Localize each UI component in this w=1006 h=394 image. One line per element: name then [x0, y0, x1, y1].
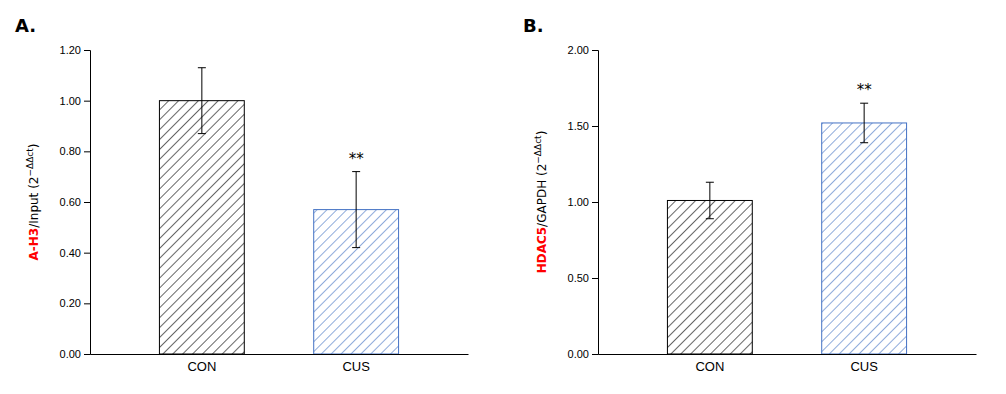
error-line — [864, 103, 865, 143]
tick: 0.40 — [60, 247, 90, 259]
marks — [159, 68, 398, 354]
bar — [822, 123, 907, 354]
tick-mark — [592, 354, 598, 355]
tick-mark — [592, 202, 598, 203]
chart: 0.00 0.20 0.40 0.60 0.80 1.00 1.20 CON CUS ** A-H3… — [0, 0, 1006, 394]
error-cap — [352, 171, 360, 172]
tick-mark — [84, 101, 90, 102]
x-axis: CON CUS — [91, 355, 469, 375]
tick-label: 0.20 — [60, 297, 81, 309]
panel-label: B. — [523, 15, 544, 36]
tick: 0.50 — [568, 272, 598, 284]
error-bar — [860, 103, 868, 143]
tick-mark — [84, 50, 90, 51]
tick-label: 1.50 — [568, 120, 589, 132]
y-axis: 0.00 0.20 0.40 0.60 0.80 1.00 1.20 — [60, 44, 91, 360]
significance: ** — [857, 81, 873, 99]
error-line — [201, 68, 202, 134]
y-axis-label: A-H3/Input (2−ΔΔct) — [25, 144, 41, 261]
tick: CUS — [342, 359, 370, 374]
tick-label: 1.00 — [568, 196, 589, 208]
marks — [667, 103, 906, 354]
error-cap — [706, 218, 714, 219]
tick: 1.20 — [60, 44, 90, 56]
tick-label: 0.60 — [60, 196, 81, 208]
tick-label: 0.50 — [568, 272, 589, 284]
error-cap — [860, 103, 868, 104]
error-bar — [198, 68, 206, 134]
error-cap — [860, 142, 868, 143]
error-bar — [352, 172, 360, 248]
tick: 2.00 — [568, 44, 598, 56]
bar — [667, 200, 752, 354]
tick-label: 0.40 — [60, 247, 81, 259]
tick-mark — [592, 126, 598, 127]
tick-mark — [84, 151, 90, 152]
tick-mark — [84, 253, 90, 254]
x-axis: CON CUS — [599, 355, 977, 375]
panel: 0.00 0.20 0.40 0.60 0.80 1.00 1.20 CON CUS ** A-H3… — [25, 44, 469, 374]
axis-line — [592, 51, 599, 355]
panel: 0.00 0.50 1.00 1.50 2.00 CON CUS ** HDAC5/GAPDH … — [533, 44, 977, 374]
axis-line — [599, 354, 977, 355]
error-cap — [706, 182, 714, 183]
tick-label: 1.00 — [60, 95, 81, 107]
tick-label: 2.00 — [568, 44, 589, 56]
tick-label: 0.00 — [60, 348, 81, 360]
tick: 1.00 — [568, 196, 598, 208]
tick: 0.60 — [60, 196, 90, 208]
tick-label: 0.00 — [568, 348, 589, 360]
tick-label: CON — [187, 359, 216, 374]
tick-label: CON — [695, 359, 724, 374]
error-line — [709, 182, 710, 218]
tick-mark — [84, 354, 90, 355]
tick-mark — [592, 278, 598, 279]
tick-label: CUS — [850, 359, 878, 374]
axis-line — [84, 51, 91, 355]
tick-mark — [84, 303, 90, 304]
tick: 0.20 — [60, 297, 90, 309]
tick-label: 0.80 — [60, 145, 81, 157]
y-axis-label: HDAC5/GAPDH (2−ΔΔct) — [533, 131, 549, 274]
tick-mark — [592, 50, 598, 51]
bar — [159, 101, 244, 354]
axis-line — [91, 354, 469, 355]
panel-label: A. — [15, 15, 36, 36]
tick-label: CUS — [342, 359, 370, 374]
tick: CON — [187, 359, 216, 374]
tick: 1.00 — [60, 95, 90, 107]
error-cap — [352, 247, 360, 248]
error-bar — [706, 182, 714, 218]
significance: ** — [349, 150, 365, 168]
tick: CON — [695, 359, 724, 374]
error-line — [356, 172, 357, 248]
tick: CUS — [850, 359, 878, 374]
tick: 1.50 — [568, 120, 598, 132]
tick-label: 1.20 — [60, 44, 81, 56]
error-cap — [198, 67, 206, 68]
y-axis: 0.00 0.50 1.00 1.50 2.00 — [568, 44, 599, 360]
tick: 0.00 — [60, 348, 90, 360]
tick: 0.00 — [568, 348, 598, 360]
tick: 0.80 — [60, 145, 90, 157]
tick-mark — [84, 202, 90, 203]
error-cap — [198, 133, 206, 134]
